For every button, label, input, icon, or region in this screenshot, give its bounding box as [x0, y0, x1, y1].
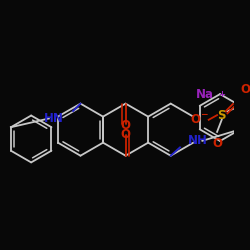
- Text: Na: Na: [196, 88, 214, 101]
- Text: O: O: [240, 82, 250, 96]
- Text: O: O: [120, 118, 130, 132]
- Text: S: S: [218, 109, 226, 122]
- Text: O: O: [212, 138, 222, 150]
- Text: O: O: [120, 128, 130, 141]
- Text: +: +: [218, 90, 225, 99]
- Text: O: O: [190, 113, 200, 126]
- Text: NH: NH: [188, 134, 207, 147]
- Text: HN: HN: [44, 112, 64, 125]
- Text: −: −: [200, 110, 208, 119]
